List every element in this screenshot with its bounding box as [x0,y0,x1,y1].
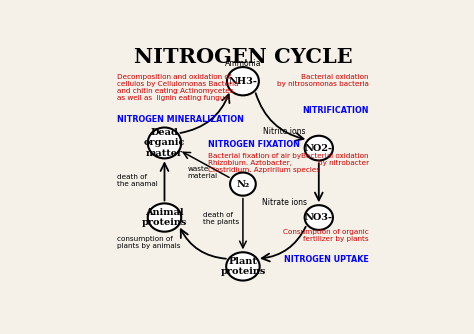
Text: Decomposition and oxidation of
cellulos by Cellulomonas Bacteria
and chitin eati: Decomposition and oxidation of cellulos … [117,73,238,101]
Text: NH3-: NH3- [228,77,257,86]
Text: NO2-: NO2- [305,144,333,153]
Text: Plant
proteins: Plant proteins [220,257,265,276]
Text: Animal
proteins: Animal proteins [142,208,187,227]
Ellipse shape [305,205,333,230]
Ellipse shape [305,136,333,160]
Text: Dead
organic
matter: Dead organic matter [144,128,185,158]
Text: NITROGEN MINERALIZATION: NITROGEN MINERALIZATION [117,115,244,124]
Text: NITRIFICATION: NITRIFICATION [302,106,369,115]
Text: Bacterial fixation of air by
Rhizobium. Aztobacter,
Clostridium. Azpririlum spec: Bacterial fixation of air by Rhizobium. … [208,153,320,173]
Text: NITROGEN UPTAKE: NITROGEN UPTAKE [284,255,369,264]
Ellipse shape [227,67,259,96]
Text: NO3-: NO3- [305,213,333,222]
Text: Ammonia: Ammonia [225,59,261,68]
Text: Nitrite ions: Nitrite ions [263,127,305,136]
Text: NITROGEN CYCLE: NITROGEN CYCLE [134,46,352,66]
Text: Nitrate ions: Nitrate ions [262,198,307,207]
Ellipse shape [230,173,256,196]
Ellipse shape [226,252,260,281]
Text: death of
the anamal: death of the anamal [117,174,158,187]
Ellipse shape [148,128,181,158]
Ellipse shape [148,203,181,232]
Text: N₂: N₂ [237,180,249,189]
Text: Bacterial oxidation
by nitrosomonas bacteria: Bacterial oxidation by nitrosomonas bact… [277,73,369,87]
Text: consumption of
plants by animals: consumption of plants by animals [117,235,181,248]
Text: Consumption of organic
fertilizer by plants: Consumption of organic fertilizer by pla… [283,229,369,242]
Text: NITROGEN FIXATION: NITROGEN FIXATION [208,140,300,149]
Text: Bacterial oxidation
by nitrobacter: Bacterial oxidation by nitrobacter [301,153,369,166]
Text: waste
material: waste material [188,166,218,179]
Text: death of
the plants: death of the plants [203,212,239,225]
